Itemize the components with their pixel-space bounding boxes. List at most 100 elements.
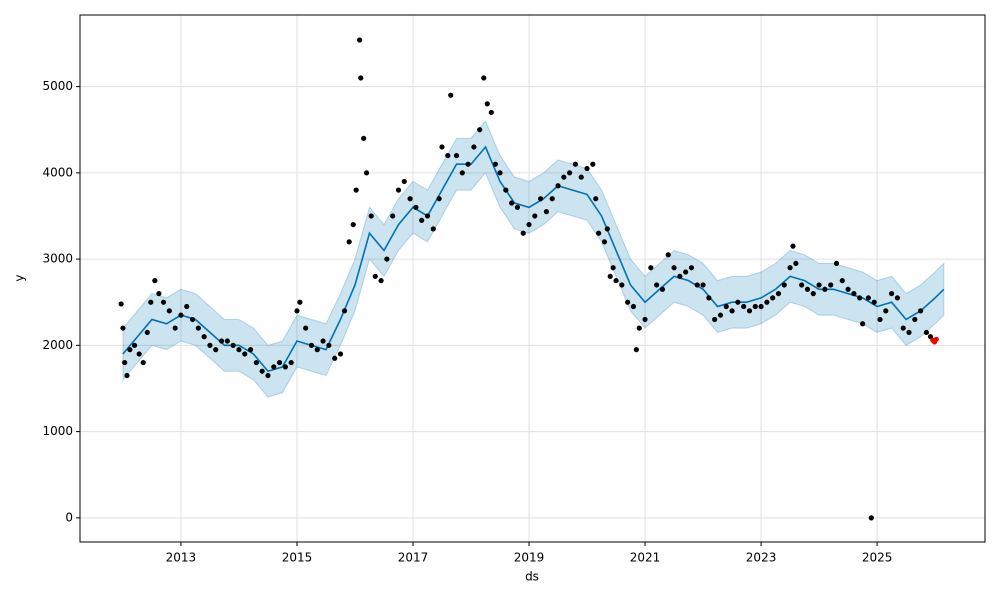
data-point [775, 290, 782, 297]
data-point [140, 359, 146, 366]
data-point [816, 282, 822, 288]
data-point [207, 342, 213, 348]
data-point [900, 325, 906, 331]
x-tick-label: 2019 [514, 551, 545, 565]
data-point [178, 312, 184, 318]
data-point [520, 230, 526, 236]
data-point [596, 230, 602, 236]
forecast-line [122, 145, 945, 373]
data-point [561, 174, 567, 180]
data-point [746, 308, 753, 314]
data-point [723, 303, 729, 310]
data-point [350, 221, 356, 228]
data-point [477, 127, 483, 133]
data-point [242, 351, 248, 357]
data-point [717, 312, 724, 318]
data-point [764, 299, 770, 305]
data-point [282, 364, 288, 370]
data-point [918, 308, 924, 314]
data-point [172, 325, 178, 331]
data-point [793, 260, 799, 267]
data-point [741, 303, 747, 310]
data-point [706, 295, 712, 301]
data-point [671, 265, 677, 271]
data-point [700, 282, 706, 288]
data-point [694, 282, 700, 288]
y-tick-label: 0 [65, 510, 73, 524]
data-point [131, 342, 138, 348]
y-axis-label: y [13, 274, 27, 281]
data-point [247, 347, 254, 353]
data-point [610, 265, 616, 271]
data-point [453, 152, 460, 159]
data-point [839, 278, 845, 284]
data-point [184, 303, 190, 310]
data-point [688, 265, 695, 271]
data-point [148, 299, 154, 305]
data-point [636, 325, 642, 331]
data-point [308, 342, 315, 348]
data-point [526, 221, 532, 228]
data-point [770, 295, 776, 301]
data-point [390, 213, 396, 219]
data-point [166, 308, 172, 314]
data-point [642, 316, 648, 323]
data-point [346, 239, 352, 245]
uncertainty-band [122, 120, 945, 398]
data-point [735, 299, 741, 305]
plot-frame [79, 14, 986, 543]
data-point [781, 282, 787, 288]
data-point [224, 338, 230, 344]
data-point [136, 351, 142, 357]
x-tick-label: 2015 [282, 551, 313, 565]
data-point [868, 515, 874, 521]
data-point [160, 299, 167, 305]
data-point [857, 295, 863, 301]
data-point [407, 196, 413, 202]
data-point [484, 101, 490, 107]
data-point [912, 316, 918, 323]
data-point [607, 273, 613, 279]
data-point [236, 347, 242, 353]
data-point [156, 290, 162, 297]
data-point [368, 213, 374, 219]
data-point [201, 334, 207, 340]
data-point [509, 200, 515, 206]
data-point [659, 286, 666, 292]
data-point [630, 303, 637, 310]
data-point [358, 75, 364, 81]
data-point [384, 256, 390, 262]
data-point [471, 144, 477, 150]
data-point [320, 338, 326, 344]
data-point [401, 178, 407, 185]
data-point [127, 347, 133, 353]
data-point [584, 165, 590, 172]
data-point [303, 325, 309, 331]
data-point [871, 299, 877, 305]
data-point [361, 135, 367, 141]
data-point [906, 329, 912, 336]
data-point [758, 303, 764, 310]
data-point [888, 290, 895, 297]
data-point [859, 321, 866, 327]
data-point [314, 347, 320, 353]
data-point [195, 325, 201, 331]
data-point [265, 372, 271, 379]
data-point [532, 213, 538, 219]
x-axis-label: ds [525, 570, 539, 584]
data-point [683, 269, 689, 275]
data-point [294, 308, 300, 314]
data-point [590, 161, 596, 167]
data-point [413, 204, 419, 210]
data-point [337, 351, 344, 357]
data-point [459, 170, 465, 176]
data-point [933, 336, 939, 342]
data-point [619, 282, 625, 288]
data-point [118, 301, 124, 307]
data-point [601, 239, 608, 245]
y-tick-label: 5000 [42, 79, 73, 93]
data-point [395, 187, 402, 193]
data-point [790, 243, 796, 249]
data-point [923, 329, 930, 336]
